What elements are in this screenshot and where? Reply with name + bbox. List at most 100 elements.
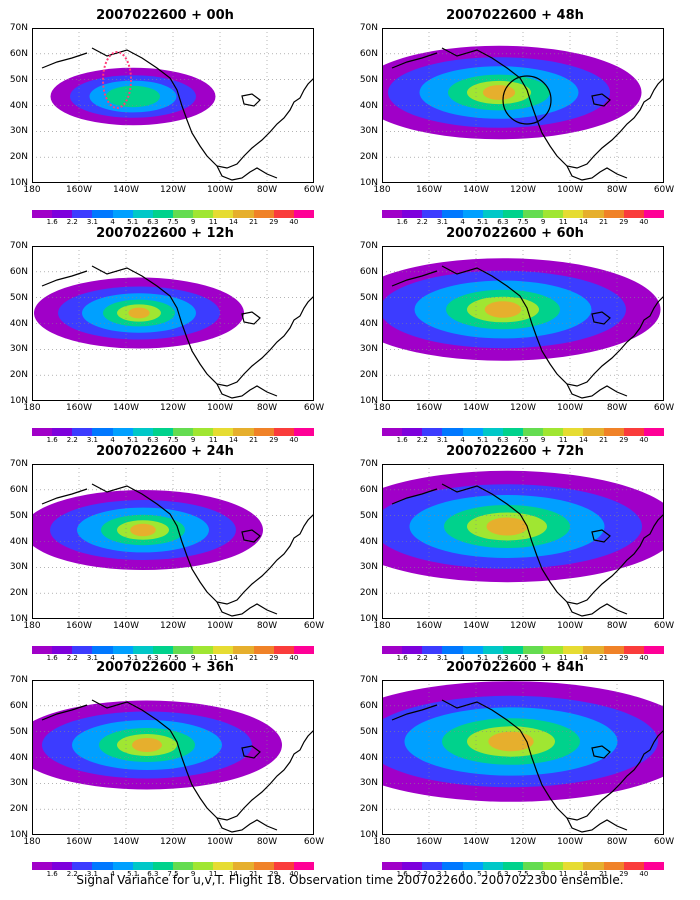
colorbar-swatch [92, 862, 113, 870]
coastline [441, 483, 664, 605]
coastline [91, 483, 314, 605]
colorbar-label: 1.6 [46, 870, 58, 878]
colorbar-label: 3.1 [436, 218, 448, 226]
map-frame [32, 464, 314, 619]
colorbar-label: 14 [578, 436, 588, 444]
coastline [216, 817, 278, 833]
lat-label: 20N [9, 588, 28, 599]
colorbar-swatch [152, 210, 173, 218]
colorbar-swatch [233, 428, 254, 436]
colorbar-swatch [623, 428, 644, 436]
colorbar-label: 6.3 [147, 218, 159, 226]
map-frame [382, 246, 664, 401]
colorbar-swatch [482, 210, 503, 218]
colorbar-label: 3.1 [436, 436, 448, 444]
forecast-panel: 2007022600 + 36h 70N 60N 50N 40N 30N 20N 10N 180… [0, 660, 330, 878]
colorbar-label: 2.2 [416, 870, 428, 878]
colorbar-swatch [382, 646, 403, 654]
panel-title: 2007022600 + 24h [96, 444, 234, 459]
colorbar-swatch [152, 646, 173, 654]
colorbar-label: 2.2 [66, 654, 78, 662]
colorbar-swatch [253, 646, 274, 654]
lon-label: 180 [373, 837, 391, 847]
lon-label: 80W [606, 403, 628, 413]
lat-label: 50N [359, 726, 378, 737]
forecast-panel: 2007022600 + 72h 70N 60N 50N 40N 30N 20N 10N 180… [350, 444, 680, 662]
colorbar-swatch [462, 210, 483, 218]
lon-label: 140W [462, 837, 490, 847]
lat-label: 30N [359, 126, 378, 137]
colorbar-swatch [482, 862, 503, 870]
lat-label: 10N [9, 396, 28, 406]
panel-title: 2007022600 + 00h [96, 8, 234, 23]
lon-label: 160W [65, 621, 93, 631]
colorbar-label: 5.1 [127, 436, 139, 444]
colorbar-swatch [522, 862, 544, 870]
lon-label: 60W [303, 185, 325, 195]
lat-label: 10N [9, 614, 28, 624]
colorbar-label: 11 [558, 654, 568, 662]
colorbar-swatch [502, 646, 523, 654]
colorbar-label: 4 [110, 654, 115, 662]
colorbar-swatch [382, 862, 403, 870]
lat-label: 70N [9, 23, 28, 33]
colorbar-label: 7.5 [167, 654, 179, 662]
colorbar-label: 2.2 [66, 218, 78, 226]
colorbar-label: 29 [619, 870, 629, 878]
colorbar-label: 4 [460, 654, 465, 662]
coastline [241, 745, 261, 759]
colorbar-swatch [462, 428, 483, 436]
colorbar-label: 7.5 [167, 436, 179, 444]
lat-label: 10N [9, 178, 28, 188]
lat-label: 50N [359, 74, 378, 85]
colorbar-label: 2.2 [66, 436, 78, 444]
panel-title: 2007022600 + 48h [446, 8, 584, 23]
colorbar-swatch [72, 862, 93, 870]
colorbar-swatch [442, 862, 463, 870]
colorbar-label: 9 [190, 218, 196, 226]
colorbar-label: 29 [269, 870, 279, 878]
lat-label: 40N [9, 318, 28, 329]
lon-label: 160W [415, 621, 443, 631]
map-frame [32, 28, 314, 183]
colorbar-label: 4 [460, 436, 465, 444]
colorbar-swatch [522, 428, 544, 436]
lon-label: 140W [112, 621, 140, 631]
colorbar-label: 7.5 [517, 218, 529, 226]
coastline [216, 383, 278, 399]
lon-label: 100W [206, 185, 234, 195]
colorbar-label: 14 [228, 654, 238, 662]
lat-label: 70N [359, 459, 378, 469]
colorbar-swatch [293, 646, 314, 654]
colorbar-label: 11 [558, 436, 568, 444]
colorbar-label: 40 [639, 218, 649, 226]
colorbar [32, 210, 314, 218]
colorbar-swatch [193, 210, 214, 218]
colorbar-label: 21 [599, 870, 609, 878]
colorbar-swatch [233, 862, 254, 870]
colorbar-swatch [193, 646, 214, 654]
lat-label: 40N [359, 752, 378, 763]
colorbar-label: 11 [558, 218, 568, 226]
lon-label: 80W [256, 185, 278, 195]
colorbar-label: 7.5 [517, 436, 529, 444]
variance-map [32, 246, 314, 401]
colorbar-label: 2.2 [66, 870, 78, 878]
lat-label: 40N [9, 536, 28, 547]
coastline [391, 270, 438, 287]
forecast-panel: 2007022600 + 24h 70N 60N 50N 40N 30N 20N 10N 180… [0, 444, 330, 662]
lon-label: 180 [373, 403, 391, 413]
colorbar-swatch [32, 646, 53, 654]
coastline [441, 699, 664, 821]
lat-label: 20N [9, 370, 28, 381]
lat-label: 50N [9, 292, 28, 303]
coastline [216, 601, 278, 617]
colorbar-swatch [482, 646, 503, 654]
colorbar-swatch [72, 210, 93, 218]
lon-label: 120W [159, 621, 187, 631]
colorbar-swatch [422, 862, 443, 870]
colorbar-label: 21 [599, 436, 609, 444]
colorbar-swatch [92, 646, 113, 654]
colorbar-swatch [52, 646, 73, 654]
colorbar-swatch [152, 862, 173, 870]
